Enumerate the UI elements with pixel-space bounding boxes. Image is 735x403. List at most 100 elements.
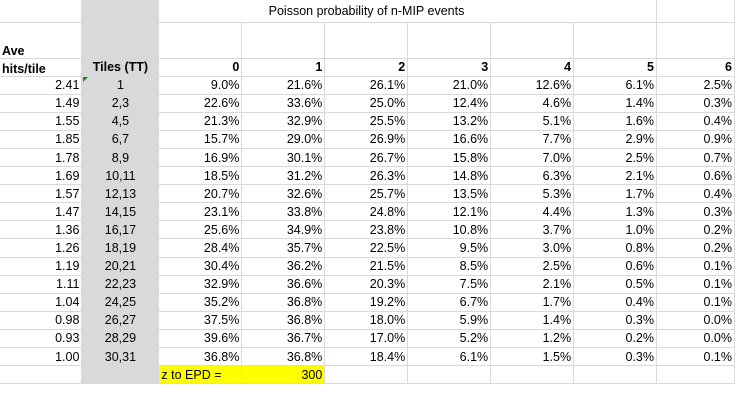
probability-cell[interactable]: 15.8%	[407, 148, 492, 168]
ave-hits-cell[interactable]: 1.49	[0, 94, 83, 113]
probability-cell[interactable]: 0.7%	[656, 148, 735, 168]
ave-hits-cell[interactable]: 2.41	[0, 76, 83, 95]
probability-cell[interactable]: 24.8%	[324, 202, 409, 222]
probability-cell[interactable]: 21.5%	[324, 257, 409, 276]
tiles-cell[interactable]: 14,15	[81, 202, 160, 222]
probability-cell[interactable]: 13.2%	[407, 112, 492, 131]
probability-cell[interactable]: 0.1%	[656, 293, 735, 312]
probability-cell[interactable]: 21.6%	[241, 76, 326, 95]
probability-cell[interactable]: 1.5%	[490, 347, 575, 367]
probability-cell[interactable]: 9.0%	[158, 76, 243, 95]
probability-cell[interactable]: 29.0%	[241, 130, 326, 149]
probability-cell[interactable]: 12.6%	[490, 76, 575, 95]
probability-cell[interactable]: 12.1%	[407, 202, 492, 222]
probability-cell[interactable]: 0.0%	[656, 329, 735, 349]
cell[interactable]	[573, 0, 657, 23]
ave-hits-cell[interactable]: 1.00	[0, 347, 83, 367]
probability-cell[interactable]: 36.2%	[241, 257, 326, 276]
ave-hits-cell[interactable]: 0.98	[0, 311, 83, 330]
cell[interactable]	[81, 365, 160, 385]
probability-cell[interactable]: 1.7%	[490, 293, 575, 312]
probability-cell[interactable]: 36.7%	[241, 329, 326, 349]
probability-cell[interactable]: 2.1%	[573, 166, 657, 186]
probability-cell[interactable]: 0.8%	[573, 238, 657, 258]
probability-cell[interactable]: 23.8%	[324, 220, 409, 240]
cell[interactable]	[0, 0, 83, 23]
tiles-cell[interactable]: 6,7	[81, 130, 160, 149]
probability-cell[interactable]: 5.2%	[407, 329, 492, 349]
probability-cell[interactable]: 2.9%	[573, 130, 657, 149]
ave-hits-cell[interactable]: 1.69	[0, 166, 83, 186]
probability-cell[interactable]: 1.6%	[573, 112, 657, 131]
probability-cell[interactable]: 4.6%	[490, 94, 575, 113]
probability-cell[interactable]: 25.5%	[324, 112, 409, 131]
probability-cell[interactable]: 0.4%	[573, 293, 657, 312]
ave-hits-cell[interactable]: 1.11	[0, 275, 83, 294]
n-header[interactable]: 0	[158, 58, 243, 77]
probability-cell[interactable]: 0.2%	[656, 220, 735, 240]
tiles-cell[interactable]: 8,9	[81, 148, 160, 168]
probability-cell[interactable]: 21.0%	[407, 76, 492, 95]
probability-cell[interactable]: 14.8%	[407, 166, 492, 186]
probability-cell[interactable]: 26.1%	[324, 76, 409, 95]
cell[interactable]	[573, 22, 657, 59]
probability-cell[interactable]: 18.5%	[158, 166, 243, 186]
cell[interactable]	[158, 22, 243, 59]
probability-cell[interactable]: 5.1%	[490, 112, 575, 131]
cell[interactable]	[656, 0, 735, 23]
probability-cell[interactable]: 4.4%	[490, 202, 575, 222]
tiles-header[interactable]: Tiles (TT)	[81, 58, 160, 77]
probability-cell[interactable]: 25.7%	[324, 184, 409, 204]
probability-cell[interactable]: 22.5%	[324, 238, 409, 258]
probability-cell[interactable]: 20.7%	[158, 184, 243, 204]
probability-cell[interactable]: 0.5%	[573, 275, 657, 294]
probability-cell[interactable]: 15.7%	[158, 130, 243, 149]
probability-cell[interactable]: 6.7%	[407, 293, 492, 312]
cell[interactable]	[573, 365, 657, 385]
probability-cell[interactable]: 13.5%	[407, 184, 492, 204]
probability-cell[interactable]: 0.0%	[656, 311, 735, 330]
probability-cell[interactable]: 0.1%	[656, 275, 735, 294]
tiles-cell[interactable]: 24,25	[81, 293, 160, 312]
cell[interactable]	[241, 22, 326, 59]
cell[interactable]	[81, 22, 160, 59]
tiles-cell[interactable]: 10,11	[81, 166, 160, 186]
probability-cell[interactable]: 37.5%	[158, 311, 243, 330]
probability-cell[interactable]: 1.3%	[573, 202, 657, 222]
probability-cell[interactable]: 0.3%	[656, 202, 735, 222]
probability-cell[interactable]: 16.6%	[407, 130, 492, 149]
probability-cell[interactable]: 36.8%	[158, 347, 243, 367]
tiles-cell[interactable]: 2,3	[81, 94, 160, 113]
probability-cell[interactable]: 1.0%	[573, 220, 657, 240]
probability-cell[interactable]: 3.0%	[490, 238, 575, 258]
ave-hits-cell[interactable]: 1.47	[0, 202, 83, 222]
probability-cell[interactable]: 3.7%	[490, 220, 575, 240]
probability-cell[interactable]: 36.6%	[241, 275, 326, 294]
tiles-cell[interactable]: 20,21	[81, 257, 160, 276]
probability-cell[interactable]: 26.3%	[324, 166, 409, 186]
probability-cell[interactable]: 6.1%	[407, 347, 492, 367]
z-to-epd-label[interactable]: z to EPD =	[158, 365, 243, 385]
probability-cell[interactable]: 26.7%	[324, 148, 409, 168]
probability-cell[interactable]: 1.7%	[573, 184, 657, 204]
probability-cell[interactable]: 0.3%	[656, 94, 735, 113]
probability-cell[interactable]: 33.6%	[241, 94, 326, 113]
probability-cell[interactable]: 2.5%	[656, 76, 735, 95]
probability-cell[interactable]: 30.4%	[158, 257, 243, 276]
z-to-epd-value[interactable]: 300	[241, 365, 326, 385]
probability-cell[interactable]: 32.9%	[241, 112, 326, 131]
cell[interactable]	[81, 0, 160, 23]
probability-cell[interactable]: 26.9%	[324, 130, 409, 149]
probability-cell[interactable]: 35.7%	[241, 238, 326, 258]
ave-hits-cell[interactable]: 0.93	[0, 329, 83, 349]
tiles-cell[interactable]: 18,19	[81, 238, 160, 258]
ave-hits-cell[interactable]: 1.36	[0, 220, 83, 240]
cell[interactable]	[490, 22, 575, 59]
probability-cell[interactable]: 0.9%	[656, 130, 735, 149]
cell[interactable]	[490, 365, 575, 385]
probability-cell[interactable]: 16.9%	[158, 148, 243, 168]
probability-cell[interactable]: 0.2%	[656, 238, 735, 258]
cell[interactable]	[407, 365, 492, 385]
probability-cell[interactable]: 0.4%	[656, 112, 735, 131]
probability-cell[interactable]: 0.6%	[656, 166, 735, 186]
